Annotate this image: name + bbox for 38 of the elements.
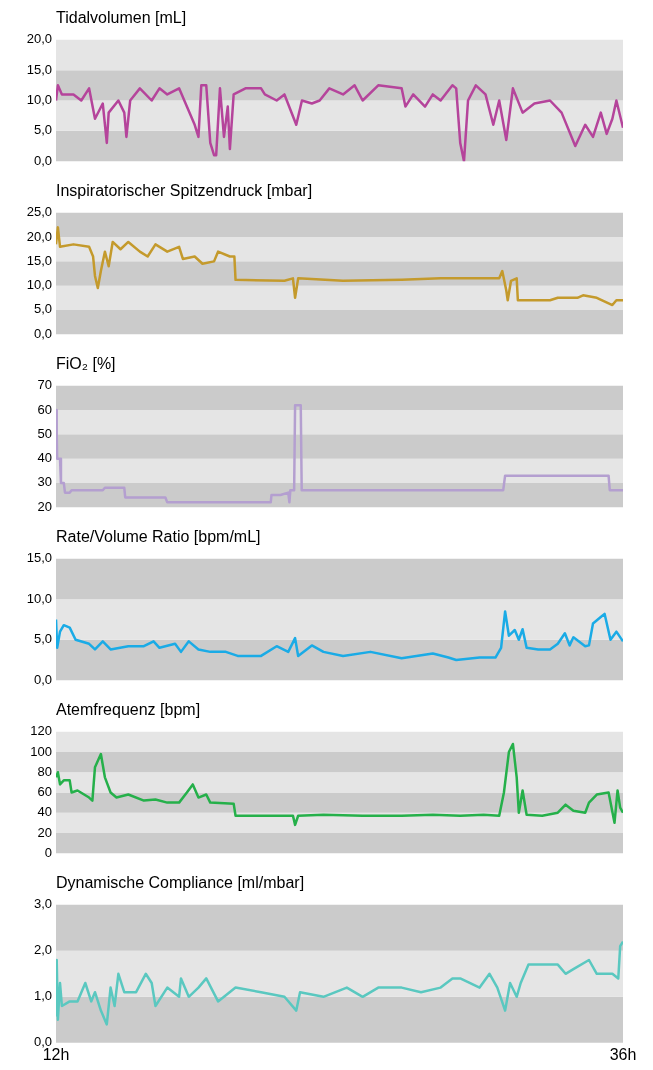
- chart-title: Inspiratorischer Spitzendruck [mbar]: [56, 181, 314, 201]
- y-tick-label: 25,0: [26, 204, 52, 220]
- y-tick-label: 15,0: [26, 61, 52, 77]
- y-tick-label: 10,0: [26, 590, 52, 606]
- y-tick-label: 60: [37, 401, 52, 417]
- y-tick-label: 40: [37, 450, 52, 466]
- y-tick-label: 20: [37, 824, 52, 840]
- y-tick-label: 10,0: [26, 92, 52, 108]
- y-tick-label: 0,0: [33, 152, 52, 168]
- y-tick-label: 20,0: [26, 31, 52, 47]
- y-tick-label: 15,0: [26, 550, 52, 566]
- y-tick-label: 5,0: [33, 122, 52, 138]
- y-tick-label: 0: [44, 844, 52, 860]
- y-tick-label: 100: [30, 743, 52, 759]
- y-tick-label: 3,0: [33, 896, 52, 912]
- y-tick-label: 80: [37, 763, 52, 779]
- y-tick-label: 5,0: [33, 631, 52, 647]
- y-tick-label: 50: [37, 425, 52, 441]
- chart-title: FiO₂ [%]: [56, 354, 117, 374]
- y-tick-label: 60: [37, 784, 52, 800]
- y-tick-label: 5,0: [33, 301, 52, 317]
- chart-title: Atemfrequenz [bpm]: [56, 700, 202, 720]
- y-tick-label: 0,0: [33, 671, 52, 687]
- y-tick-label: 30: [37, 474, 52, 490]
- x-tick-label: 36h: [609, 1045, 637, 1063]
- chart-title: Rate/Volume Ratio [bpm/mL]: [56, 527, 262, 547]
- y-tick-label: 2,0: [33, 942, 52, 958]
- y-tick-label: 70: [37, 377, 52, 393]
- y-tick-label: 15,0: [26, 252, 52, 268]
- chart-title: Dynamische Compliance [ml/mbar]: [56, 873, 306, 893]
- y-tick-label: 20,0: [26, 228, 52, 244]
- chart-title: Tidalvolumen [mL]: [56, 8, 188, 28]
- y-tick-label: 20: [37, 498, 52, 514]
- y-tick-label: 40: [37, 804, 52, 820]
- y-tick-label: 0,0: [33, 325, 52, 341]
- y-tick-label: 120: [30, 723, 52, 739]
- y-tick-label: 10,0: [26, 277, 52, 293]
- y-tick-label: 1,0: [33, 988, 52, 1004]
